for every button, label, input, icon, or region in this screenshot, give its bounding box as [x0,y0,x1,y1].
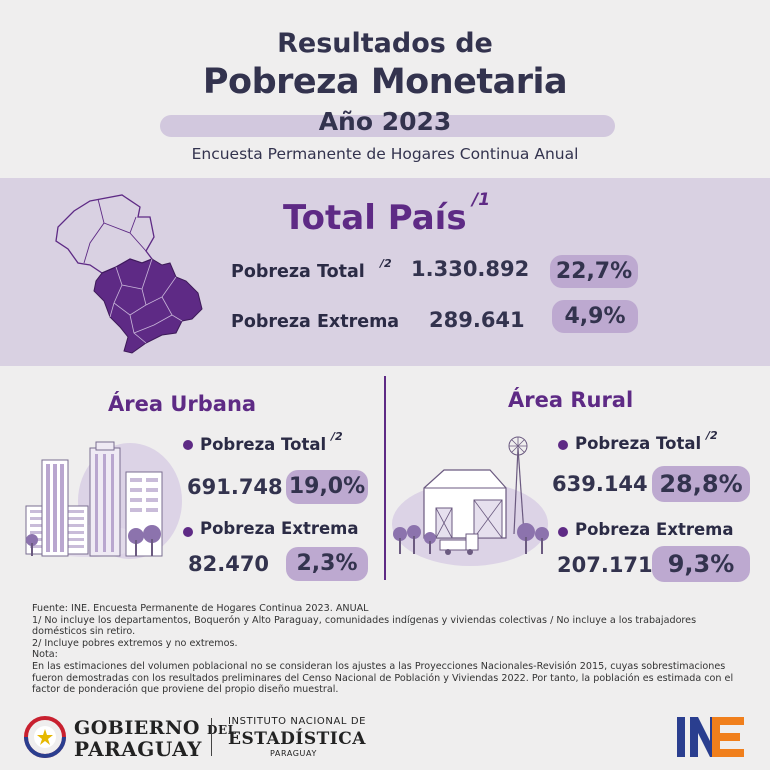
urbana-pobreza-total-footnote-ref: /2 [331,430,343,443]
footer-divider [211,718,212,756]
rural-pobreza-total-value: 639.144 [552,472,648,496]
footnote-1: 1/ No incluye los departamentos, Boqueró… [32,614,700,638]
paraguay-label: PARAGUAY [74,737,202,761]
nota-text: En las estimaciones del volumen poblacio… [32,660,737,696]
footnote-2: 2/ Incluye pobres extremos y no extremos… [32,637,238,649]
urbana-total-bullet [183,440,193,450]
urbana-pobreza-extrema-label: Pobreza Extrema [200,519,359,538]
nota-label: Nota: [32,649,58,661]
rural-pobreza-extrema-label: Pobreza Extrema [575,520,734,539]
total-pais-footnote-ref: /1 [472,190,491,210]
source-note: Fuente: INE. Encuesta Permanente de Hoga… [32,603,369,614]
ine-line-3: PARAGUAY [270,749,317,758]
tp-pobreza-total-value: 1.330.892 [411,257,530,281]
farm-barn-icon [392,436,549,566]
urbana-pobreza-extrema-value: 82.470 [188,552,270,576]
tp-pobreza-total-label: Pobreza Total [231,262,365,282]
gobierno-label: GOBIERNO DEL [74,717,237,739]
urbana-pobreza-total-value: 691.748 [187,475,283,499]
rural-extrema-bullet [558,527,568,537]
survey-subtitle: Encuesta Permanente de Hogares Continua … [191,145,579,163]
ine-line-2: ESTADÍSTICA [228,729,366,749]
city-buildings-icon [25,441,182,559]
ine-line-1: INSTITUTO NACIONAL DE [228,716,367,727]
tp-pobreza-total-pct: 22,7% [550,255,638,288]
rural-pobreza-total-pct: 28,8% [652,466,750,502]
ine-logo-icon [677,717,744,757]
footnotes: Fuente: INE. Encuesta Permanente de Hoga… [32,603,752,696]
urbana-pobreza-total-label: Pobreza Total [200,435,327,454]
year-highlight-bar [160,115,615,137]
rural-pobreza-extrema-value: 207.171 [557,553,653,577]
urbana-pobreza-total-pct: 19,0% [286,470,368,504]
title-line-1: Resultados de [277,28,493,59]
paraguay-seal-icon [24,716,66,758]
tp-pobreza-extrema-label: Pobreza Extrema [231,312,400,332]
tp-pobreza-extrema-value: 289.641 [429,308,525,332]
title-line-2: Pobreza Monetaria [202,62,568,102]
tp-pobreza-extrema-pct: 4,9% [552,300,638,333]
total-pais-title: Total País [283,198,467,238]
rural-pobreza-total-label: Pobreza Total [575,434,702,453]
rural-title: Área Rural [508,388,634,412]
year-label: Año 2023 [318,107,452,136]
paraguay-map-icon [55,194,203,354]
rural-pobreza-extrema-pct: 9,3% [652,546,750,582]
urbana-pobreza-extrema-pct: 2,3% [286,547,368,581]
urbana-extrema-bullet [183,527,193,537]
rural-pobreza-total-footnote-ref: /2 [706,429,718,442]
urbana-title: Área Urbana [108,392,257,416]
rural-total-bullet [558,440,568,450]
tp-pobreza-total-footnote-ref: /2 [380,257,392,270]
section-divider [384,376,386,580]
